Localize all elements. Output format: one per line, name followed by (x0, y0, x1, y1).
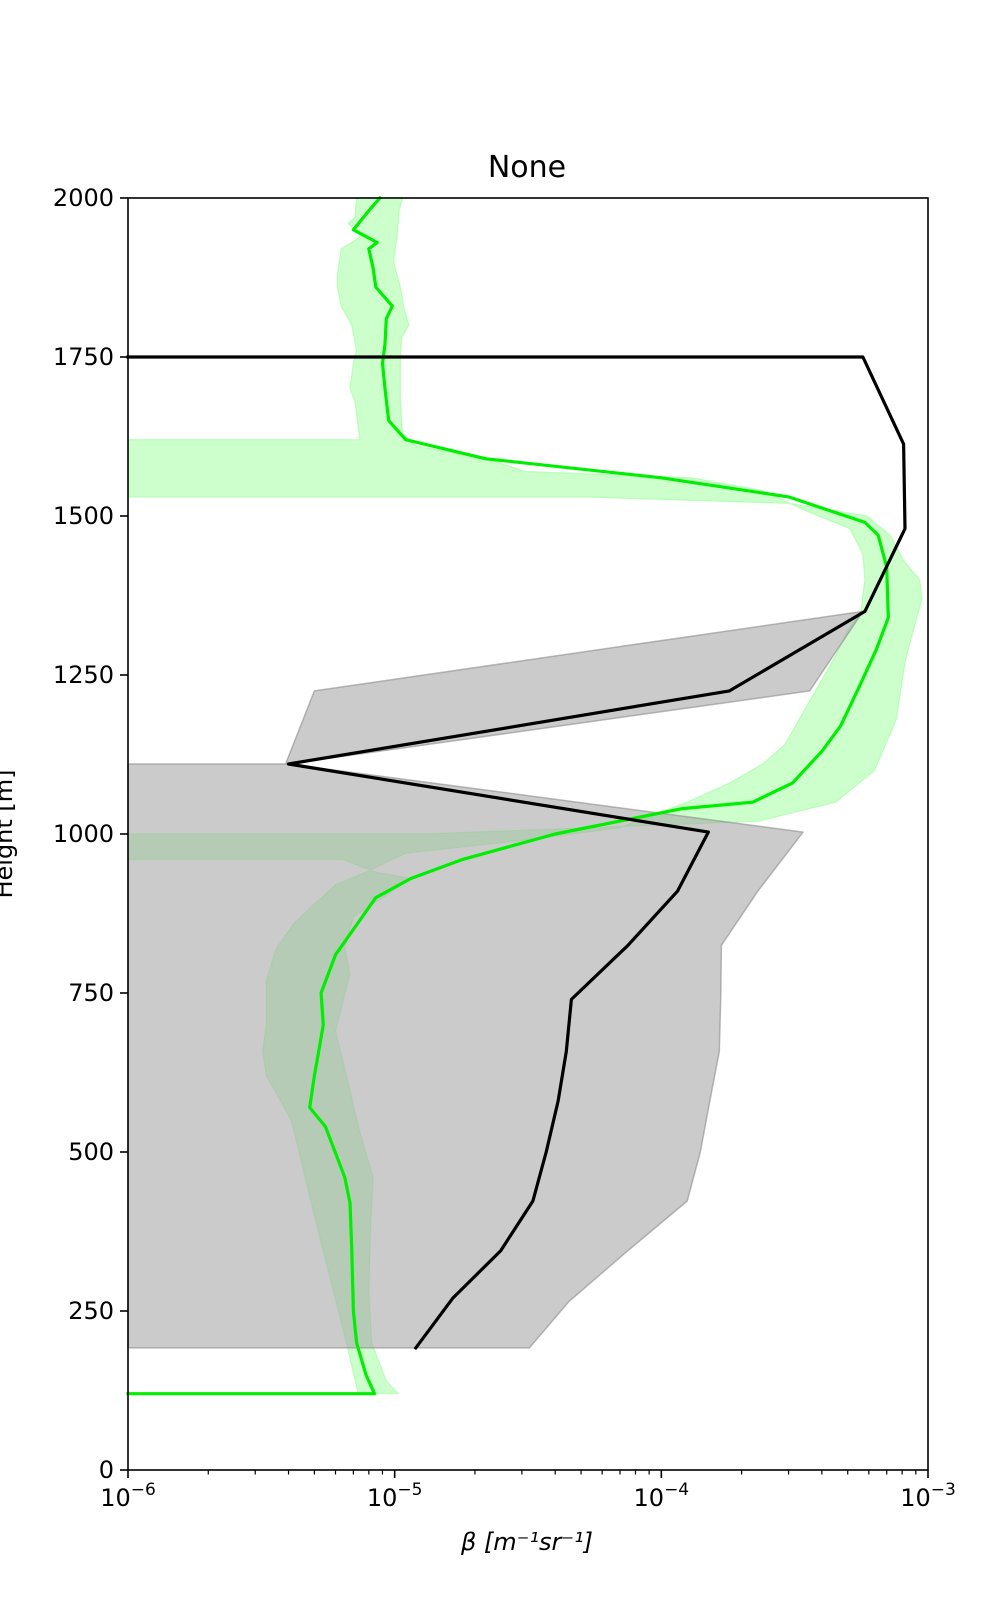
y-tick-label: 500 (68, 1138, 114, 1166)
x-tick-label: 10−3 (900, 1480, 956, 1512)
lines-layer (126, 195, 907, 1396)
green-series-line (126, 195, 890, 1396)
chart-title: None (488, 150, 566, 185)
y-tick-label: 250 (68, 1297, 114, 1325)
y-tick-label: 0 (99, 1456, 114, 1484)
gray-band (127, 610, 864, 1349)
x-tick-label: 10−4 (634, 1480, 690, 1512)
black-series-line (126, 355, 907, 1351)
y-tick-label: 1750 (53, 343, 114, 371)
x-axis: 10−6 10−5 10−4 10−3 (100, 1470, 956, 1512)
y-tick-label: 2000 (53, 184, 114, 212)
x-tick-label: 10−6 (100, 1480, 156, 1512)
x-tick-label: 10−5 (367, 1480, 423, 1512)
y-tick-label: 1250 (53, 661, 114, 689)
y-tick-label: 750 (68, 979, 114, 1007)
y-tick-label: 1000 (53, 820, 114, 848)
x-axis-label: β [m⁻¹sr⁻¹] (460, 1528, 593, 1556)
y-axis-label: Height [m] (0, 769, 18, 898)
y-axis: 0 250 500 750 1000 1250 1500 1750 2000 (53, 184, 128, 1484)
y-tick-label: 1500 (53, 502, 114, 530)
